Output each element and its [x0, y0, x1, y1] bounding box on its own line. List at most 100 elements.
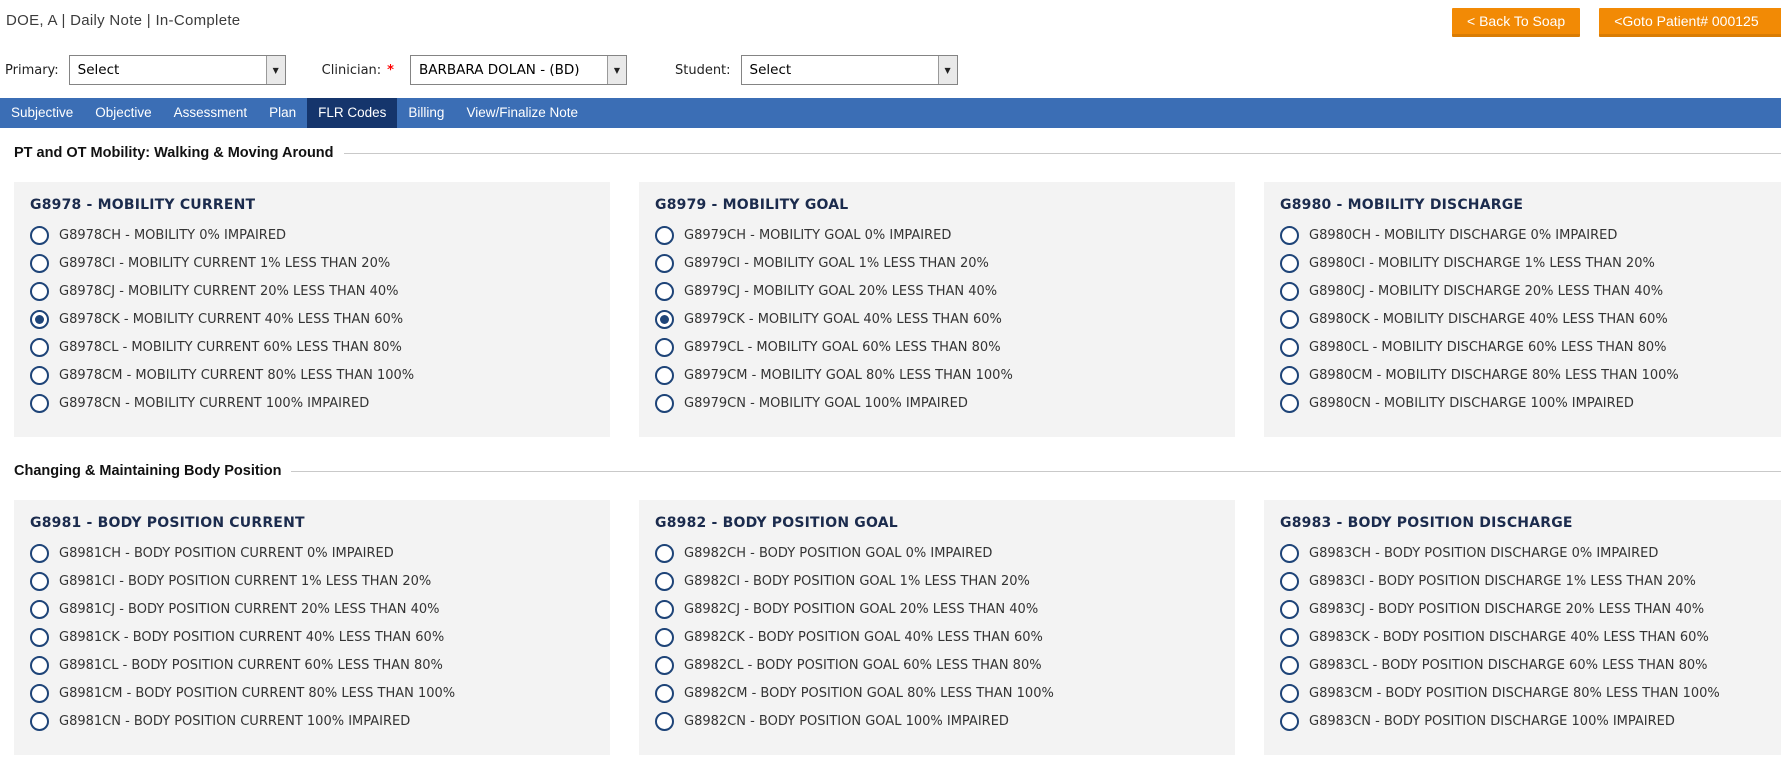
option-g8982ch[interactable]: G8982CH - BODY POSITION GOAL 0% IMPAIRED	[655, 544, 1225, 563]
option-g8981cn[interactable]: G8981CN - BODY POSITION CURRENT 100% IMP…	[30, 712, 600, 731]
option-g8978cn[interactable]: G8978CN - MOBILITY CURRENT 100% IMPAIRED	[30, 394, 600, 413]
option-g8982cj[interactable]: G8982CJ - BODY POSITION GOAL 20% LESS TH…	[655, 600, 1225, 619]
tab-billing[interactable]: Billing	[408, 105, 445, 120]
option-g8979ch[interactable]: G8979CH - MOBILITY GOAL 0% IMPAIRED	[655, 226, 1225, 245]
radio-icon[interactable]	[1280, 226, 1299, 245]
option-g8978cl[interactable]: G8978CL - MOBILITY CURRENT 60% LESS THAN…	[30, 338, 600, 357]
option-g8982cn[interactable]: G8982CN - BODY POSITION GOAL 100% IMPAIR…	[655, 712, 1225, 731]
radio-icon[interactable]	[30, 366, 49, 385]
radio-icon[interactable]	[30, 310, 49, 329]
tab-subjective[interactable]: Subjective	[11, 105, 74, 120]
option-g8983cn[interactable]: G8983CN - BODY POSITION DISCHARGE 100% I…	[1280, 712, 1781, 731]
option-g8981cl[interactable]: G8981CL - BODY POSITION CURRENT 60% LESS…	[30, 656, 600, 675]
option-g8982ci[interactable]: G8982CI - BODY POSITION GOAL 1% LESS THA…	[655, 572, 1225, 591]
radio-icon[interactable]	[1280, 544, 1299, 563]
goto-patient-button[interactable]: <Goto Patient# 000125	[1599, 8, 1781, 37]
radio-icon[interactable]	[655, 310, 674, 329]
option-g8980cn[interactable]: G8980CN - MOBILITY DISCHARGE 100% IMPAIR…	[1280, 394, 1781, 413]
radio-icon[interactable]	[655, 254, 674, 273]
student-select[interactable]: Select ▼	[740, 55, 958, 85]
radio-icon[interactable]	[655, 572, 674, 591]
radio-icon[interactable]	[655, 338, 674, 357]
option-g8979cm[interactable]: G8979CM - MOBILITY GOAL 80% LESS THAN 10…	[655, 366, 1225, 385]
option-g8983cj[interactable]: G8983CJ - BODY POSITION DISCHARGE 20% LE…	[1280, 600, 1781, 619]
radio-icon[interactable]	[1280, 394, 1299, 413]
clinician-select[interactable]: BARBARA DOLAN - (BD) ▼	[409, 55, 627, 85]
option-g8982cl[interactable]: G8982CL - BODY POSITION GOAL 60% LESS TH…	[655, 656, 1225, 675]
radio-icon[interactable]	[30, 656, 49, 675]
option-g8983ch[interactable]: G8983CH - BODY POSITION DISCHARGE 0% IMP…	[1280, 544, 1781, 563]
option-g8981cm[interactable]: G8981CM - BODY POSITION CURRENT 80% LESS…	[30, 684, 600, 703]
option-g8979cj[interactable]: G8979CJ - MOBILITY GOAL 20% LESS THAN 40…	[655, 282, 1225, 301]
option-g8979cl[interactable]: G8979CL - MOBILITY GOAL 60% LESS THAN 80…	[655, 338, 1225, 357]
radio-icon[interactable]	[30, 600, 49, 619]
radio-icon[interactable]	[1280, 684, 1299, 703]
back-to-soap-button[interactable]: < Back To Soap	[1452, 8, 1581, 37]
panel-row: G8978 - MOBILITY CURRENT G8978CH - MOBILI…	[14, 182, 1781, 437]
option-g8979ci[interactable]: G8979CI - MOBILITY GOAL 1% LESS THAN 20%	[655, 254, 1225, 273]
option-g8981ch[interactable]: G8981CH - BODY POSITION CURRENT 0% IMPAI…	[30, 544, 600, 563]
option-g8980ck[interactable]: G8980CK - MOBILITY DISCHARGE 40% LESS TH…	[1280, 310, 1781, 329]
option-g8980ci[interactable]: G8980CI - MOBILITY DISCHARGE 1% LESS THA…	[1280, 254, 1781, 273]
radio-icon[interactable]	[655, 684, 674, 703]
option-g8983cm[interactable]: G8983CM - BODY POSITION DISCHARGE 80% LE…	[1280, 684, 1781, 703]
option-g8980cj[interactable]: G8980CJ - MOBILITY DISCHARGE 20% LESS TH…	[1280, 282, 1781, 301]
radio-icon[interactable]	[655, 544, 674, 563]
radio-icon[interactable]	[655, 628, 674, 647]
primary-select[interactable]: Select ▼	[68, 55, 286, 85]
radio-icon[interactable]	[30, 544, 49, 563]
radio-icon[interactable]	[1280, 310, 1299, 329]
radio-icon[interactable]	[30, 254, 49, 273]
radio-icon[interactable]	[1280, 628, 1299, 647]
radio-icon[interactable]	[30, 712, 49, 731]
option-g8979cn[interactable]: G8979CN - MOBILITY GOAL 100% IMPAIRED	[655, 394, 1225, 413]
radio-icon[interactable]	[1280, 656, 1299, 675]
tab-objective[interactable]: Objective	[95, 105, 152, 120]
radio-icon[interactable]	[655, 712, 674, 731]
radio-icon[interactable]	[30, 226, 49, 245]
option-g8980cm[interactable]: G8980CM - MOBILITY DISCHARGE 80% LESS TH…	[1280, 366, 1781, 385]
dropdown-arrow-icon[interactable]: ▼	[265, 56, 285, 84]
radio-icon[interactable]	[1280, 366, 1299, 385]
tab-flr-codes[interactable]: FLR Codes	[307, 98, 398, 128]
option-g8979ck[interactable]: G8979CK - MOBILITY GOAL 40% LESS THAN 60…	[655, 310, 1225, 329]
radio-icon[interactable]	[655, 282, 674, 301]
option-g8978ch[interactable]: G8978CH - MOBILITY 0% IMPAIRED	[30, 226, 600, 245]
radio-icon[interactable]	[30, 394, 49, 413]
radio-icon[interactable]	[1280, 282, 1299, 301]
option-g8983cl[interactable]: G8983CL - BODY POSITION DISCHARGE 60% LE…	[1280, 656, 1781, 675]
option-g8978ck[interactable]: G8978CK - MOBILITY CURRENT 40% LESS THAN…	[30, 310, 600, 329]
radio-icon[interactable]	[1280, 254, 1299, 273]
dropdown-arrow-icon[interactable]: ▼	[606, 56, 626, 84]
radio-icon[interactable]	[30, 338, 49, 357]
option-g8980cl[interactable]: G8980CL - MOBILITY DISCHARGE 60% LESS TH…	[1280, 338, 1781, 357]
radio-icon[interactable]	[655, 394, 674, 413]
option-g8978ci[interactable]: G8978CI - MOBILITY CURRENT 1% LESS THAN …	[30, 254, 600, 273]
radio-icon[interactable]	[655, 600, 674, 619]
option-g8983ck[interactable]: G8983CK - BODY POSITION DISCHARGE 40% LE…	[1280, 628, 1781, 647]
option-g8980ch[interactable]: G8980CH - MOBILITY DISCHARGE 0% IMPAIRED	[1280, 226, 1781, 245]
radio-icon[interactable]	[30, 684, 49, 703]
option-g8982ck[interactable]: G8982CK - BODY POSITION GOAL 40% LESS TH…	[655, 628, 1225, 647]
radio-icon[interactable]	[1280, 338, 1299, 357]
option-g8982cm[interactable]: G8982CM - BODY POSITION GOAL 80% LESS TH…	[655, 684, 1225, 703]
option-g8978cm[interactable]: G8978CM - MOBILITY CURRENT 80% LESS THAN…	[30, 366, 600, 385]
radio-icon[interactable]	[1280, 600, 1299, 619]
radio-icon[interactable]	[655, 226, 674, 245]
radio-icon[interactable]	[1280, 712, 1299, 731]
tab-assessment[interactable]: Assessment	[173, 105, 248, 120]
option-g8983ci[interactable]: G8983CI - BODY POSITION DISCHARGE 1% LES…	[1280, 572, 1781, 591]
option-g8981ci[interactable]: G8981CI - BODY POSITION CURRENT 1% LESS …	[30, 572, 600, 591]
radio-icon[interactable]	[1280, 572, 1299, 591]
radio-icon[interactable]	[30, 628, 49, 647]
option-g8981cj[interactable]: G8981CJ - BODY POSITION CURRENT 20% LESS…	[30, 600, 600, 619]
radio-icon[interactable]	[30, 282, 49, 301]
radio-icon[interactable]	[30, 572, 49, 591]
tab-plan[interactable]: Plan	[269, 105, 297, 120]
radio-icon[interactable]	[655, 656, 674, 675]
radio-icon[interactable]	[655, 366, 674, 385]
dropdown-arrow-icon[interactable]: ▼	[937, 56, 957, 84]
option-g8981ck[interactable]: G8981CK - BODY POSITION CURRENT 40% LESS…	[30, 628, 600, 647]
tab-view-finalize-note[interactable]: View/Finalize Note	[466, 105, 579, 120]
option-g8978cj[interactable]: G8978CJ - MOBILITY CURRENT 20% LESS THAN…	[30, 282, 600, 301]
